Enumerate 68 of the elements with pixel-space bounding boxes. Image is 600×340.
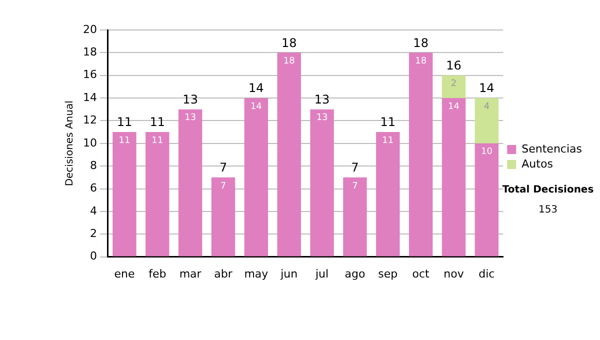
total-label: 18 xyxy=(413,36,428,50)
bar xyxy=(178,109,202,256)
data-label: 13 xyxy=(184,113,196,124)
data-label: 18 xyxy=(283,56,296,67)
y-tick-label: 4 xyxy=(90,204,97,218)
data-label: 10 xyxy=(480,147,493,158)
total-label: 13 xyxy=(182,92,198,107)
bar xyxy=(343,177,367,256)
total-label: 18 xyxy=(281,36,297,50)
bar xyxy=(408,52,433,256)
total-label: 14 xyxy=(248,81,264,96)
total-label: 7 xyxy=(351,160,359,175)
total-label: 11 xyxy=(150,115,166,130)
y-tick-label: 16 xyxy=(82,68,97,82)
bar xyxy=(474,98,499,144)
x-tick-label: jul xyxy=(314,267,329,280)
total-label: 16 xyxy=(446,58,462,72)
y-tick-label: 6 xyxy=(90,182,97,195)
bar xyxy=(146,132,170,256)
y-tick-label: 10 xyxy=(82,136,97,150)
bar xyxy=(277,52,301,256)
x-tick-label: ene xyxy=(114,267,135,280)
x-tick-label: nov xyxy=(444,267,464,280)
data-label: 7 xyxy=(220,181,226,192)
bar xyxy=(442,98,466,256)
bar xyxy=(244,98,268,256)
x-tick-label: sep xyxy=(378,267,398,280)
y-tick-label: 20 xyxy=(82,22,97,36)
y-tick-label: 0 xyxy=(90,250,97,263)
total-label: 14 xyxy=(479,81,494,96)
x-tick-label: mar xyxy=(179,267,202,280)
bar xyxy=(474,143,499,256)
data-label: 11 xyxy=(152,136,164,146)
bar xyxy=(376,132,400,256)
annotation: Total Decisiones xyxy=(502,184,594,196)
data-label: 11 xyxy=(382,136,394,146)
total-label: 11 xyxy=(380,115,396,130)
data-label: 7 xyxy=(352,181,358,192)
bar xyxy=(442,75,466,98)
bar xyxy=(112,132,136,256)
x-tick-label: oct xyxy=(412,267,430,280)
x-tick-label: dic xyxy=(478,267,495,280)
x-tick-label: may xyxy=(244,267,269,280)
y-tick-label: 14 xyxy=(82,90,97,104)
data-label: 14 xyxy=(250,102,262,112)
data-label: 2 xyxy=(450,79,457,90)
text: 153 xyxy=(538,204,558,216)
bar xyxy=(211,177,236,256)
bar xyxy=(310,109,334,256)
x-tick-label: abr xyxy=(214,267,233,280)
total-label: 13 xyxy=(314,92,330,107)
x-tick-label: feb xyxy=(148,267,166,280)
data-label: 14 xyxy=(448,102,460,112)
data-label: 11 xyxy=(118,136,130,146)
x-tick-label: jun xyxy=(280,267,298,280)
data-label: 18 xyxy=(415,56,427,67)
legend-label: Autos xyxy=(522,157,554,170)
y-tick-label: 12 xyxy=(82,114,97,127)
x-tick-label: ago xyxy=(344,267,366,280)
y-tick-label: 8 xyxy=(90,158,97,172)
legend-label: Sentencias xyxy=(522,142,582,156)
data-label: 4 xyxy=(484,102,490,112)
total-label: 11 xyxy=(116,115,132,130)
y-tick-label: 2 xyxy=(90,226,97,240)
total-label: 7 xyxy=(219,160,228,175)
data-label: 13 xyxy=(316,113,328,124)
y-axis-title: Decisiones Anual xyxy=(64,100,76,186)
y-tick-label: 18 xyxy=(82,46,97,59)
